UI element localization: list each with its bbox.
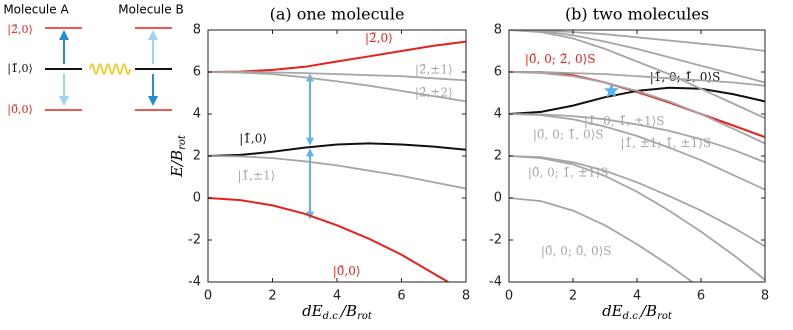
series-line [509, 155, 765, 248]
y-axis-label: E/Brot [168, 134, 188, 178]
y-tick-label: 4 [193, 107, 201, 122]
y-tick-label: 4 [494, 107, 502, 122]
y-tick-label: -4 [188, 275, 201, 290]
y-tick-label: 0 [193, 191, 201, 206]
series-line [208, 71, 466, 82]
x-axis-label-part: d.c. [323, 311, 341, 322]
x-tick-label: 8 [462, 289, 470, 304]
chart-title: (b) two molecules [565, 5, 709, 24]
y-axis-label-part: E/B [168, 150, 186, 178]
curve-label: |2̃,0⟩ [365, 31, 393, 45]
x-tick-label: 6 [397, 289, 405, 304]
level-diagram: Molecule A Molecule B |2̃,0⟩ |1̃,0⟩ |0̃,… [3, 3, 183, 118]
molecule-b-label: Molecule B [118, 3, 183, 17]
x-axis-label: dEd.c./Brot [302, 302, 373, 322]
curve-label: |2̃,±2⟩ [415, 86, 453, 100]
curve-label: |1̃,0⟩ [239, 132, 267, 146]
x-tick-label: 2 [268, 289, 276, 304]
y-tick-label: 6 [494, 65, 502, 80]
x-tick-label: 0 [505, 289, 513, 304]
series-line [509, 30, 765, 52]
y-tick-label: 2 [193, 149, 201, 164]
level-label: |0̃,0⟩ [7, 103, 33, 117]
x-axis-label-part: /B [339, 302, 357, 320]
curve-label: |0̃, 0; 1̃, ±1⟩S [528, 165, 609, 179]
y-axis-label-part: rot [177, 134, 188, 150]
series-line [509, 155, 765, 281]
x-axis-label-part: rot [357, 311, 373, 322]
x-tick-label: 8 [761, 289, 769, 304]
molecule-a-label: Molecule A [3, 3, 69, 17]
x-tick-label: 6 [697, 289, 705, 304]
curve-label: |1̃,±1⟩ [237, 168, 275, 182]
series-line [509, 30, 765, 84]
curve-label: |0̃, 0; 1̃, 0⟩S [533, 128, 604, 142]
crossing-marker [603, 82, 619, 98]
x-axis-label-part: rot [657, 311, 673, 322]
curve-label: |0̃, 0; 0̃, 0⟩S [541, 244, 612, 258]
y-tick-label: -2 [489, 233, 502, 248]
level-label: |2̃,0⟩ [7, 23, 33, 37]
x-axis-label-part: /B [639, 302, 657, 320]
x-axis-label: dEd.c./Brot [602, 302, 673, 322]
x-tick-label: 0 [204, 289, 212, 304]
curve-label: |0̃, 0; 2̃, 0⟩S [525, 52, 596, 66]
x-axis-label-part: dE [602, 302, 623, 320]
x-tick-label: 2 [569, 289, 577, 304]
level-label: |1̃,0⟩ [7, 62, 33, 76]
y-tick-label: 2 [494, 149, 502, 164]
series-line [509, 113, 765, 164]
y-tick-label: -2 [188, 233, 201, 248]
series-line [208, 142, 466, 157]
y-tick-label: 0 [494, 191, 502, 206]
microwave-wave [89, 63, 131, 75]
x-tick-label: 4 [333, 289, 341, 304]
chart-title: (a) one molecule [270, 5, 405, 24]
y-tick-label: 8 [494, 23, 502, 38]
series-line [509, 71, 765, 87]
x-axis-label-part: d.c. [623, 311, 641, 322]
x-axis-label-part: dE [302, 302, 323, 320]
y-tick-label: 6 [193, 65, 201, 80]
y-tick-label: 8 [193, 23, 201, 38]
curve-label: |1̃, 0; 1̃, ±1⟩S [584, 114, 665, 128]
series-line [208, 197, 451, 282]
series-line [509, 71, 765, 145]
curve-label: |2̃,±1⟩ [415, 62, 453, 76]
curve-label: |1̃, ±1; 1̃, ±1⟩S [620, 136, 711, 150]
series-line [509, 197, 694, 282]
series-line [509, 30, 765, 120]
x-tick-label: 4 [633, 289, 641, 304]
series-line [208, 155, 466, 190]
curve-label: |0̃,0⟩ [333, 264, 361, 278]
y-tick-label: -4 [489, 275, 502, 290]
series-line [509, 113, 765, 191]
series-line [208, 71, 466, 103]
series-line [208, 40, 466, 73]
